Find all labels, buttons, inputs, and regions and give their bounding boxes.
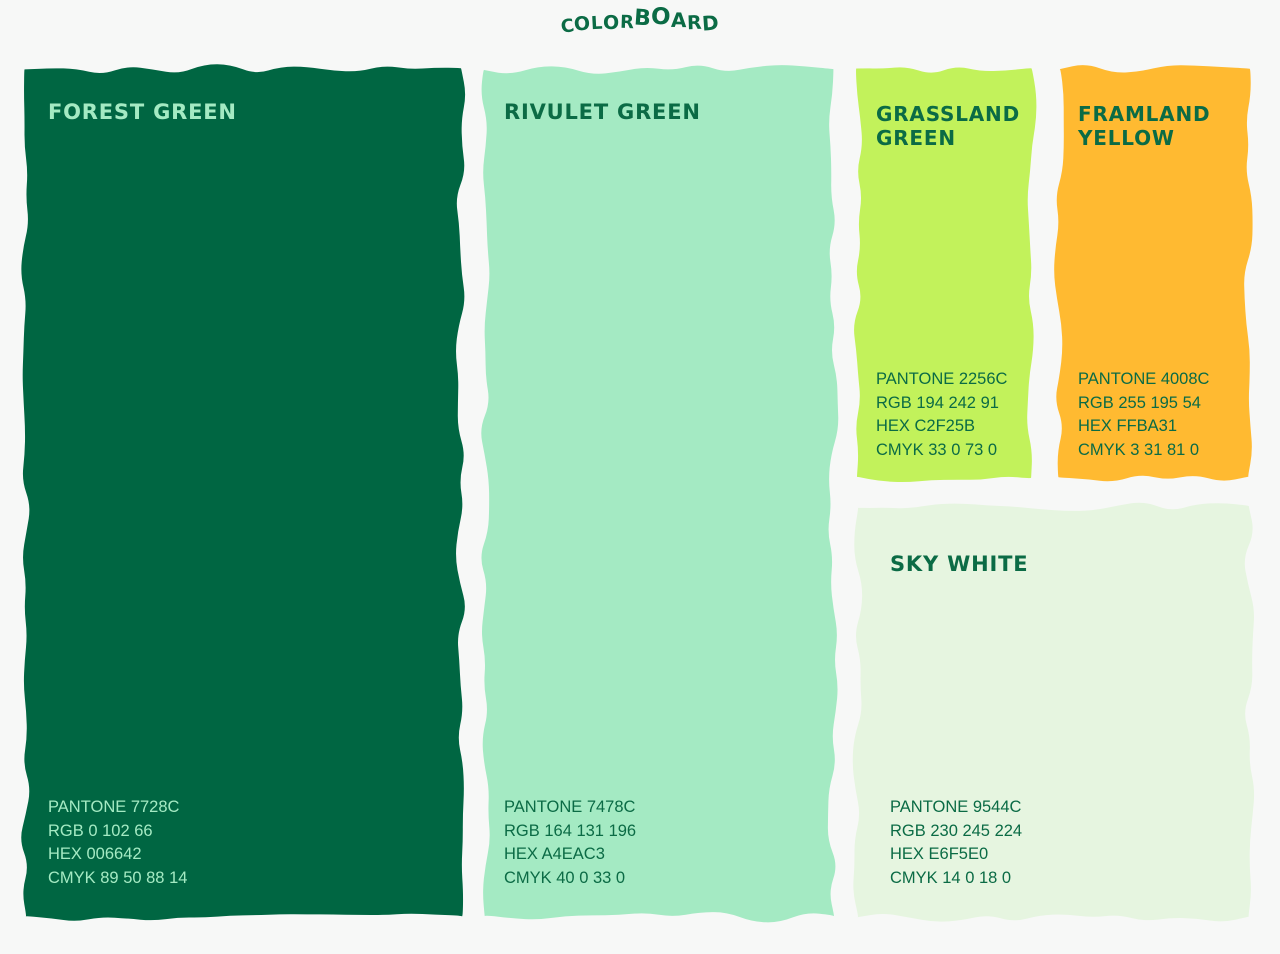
spec-rgb: RGB 0 102 66 [48, 821, 153, 840]
swatch-specs: PANTONE 2256C RGB 194 242 91 HEX C2F25B … [876, 368, 1016, 462]
spec-hex: HEX C2F25B [876, 417, 976, 436]
spec-hex: HEX FFBA31 [1078, 417, 1178, 436]
swatch-fill [1052, 62, 1256, 484]
spec-cmyk: CMYK 14 0 18 0 [890, 868, 1012, 887]
spec-rgb: RGB 164 131 196 [504, 821, 637, 840]
color-swatch-grassland-green[interactable]: GRASSLAND GREEN PANTONE 2256C RGB 194 24… [850, 62, 1038, 484]
spec-pantone: PANTONE 7478C [504, 798, 636, 817]
swatch-name: SKY WHITE [890, 552, 1029, 576]
color-swatch-sky-white[interactable]: SKY WHITE PANTONE 9544C RGB 230 245 224 … [850, 500, 1256, 924]
spec-cmyk: CMYK 3 31 81 0 [1078, 440, 1200, 459]
spec-pantone: PANTONE 4008C [1078, 370, 1210, 389]
swatch-name: FRAMLAND YELLOW [1078, 102, 1211, 151]
swatch-fill [850, 62, 1038, 484]
swatch-specs: PANTONE 9544C RGB 230 245 224 HEX E6F5E0… [890, 796, 1226, 890]
spec-hex: HEX 006642 [48, 845, 142, 864]
spec-cmyk: CMYK 40 0 33 0 [504, 868, 626, 887]
swatch-name: RIVULET GREEN [504, 100, 701, 124]
swatch-specs: PANTONE 4008C RGB 255 195 54 HEX FFBA31 … [1078, 368, 1234, 462]
spec-pantone: PANTONE 9544C [890, 798, 1022, 817]
swatch-specs: PANTONE 7728C RGB 0 102 66 HEX 006642 CM… [48, 796, 438, 890]
color-swatch-forest-green[interactable]: FOREST GREEN PANTONE 7728C RGB 0 102 66 … [18, 62, 468, 924]
swatch-name: FOREST GREEN [48, 100, 237, 124]
spec-cmyk: CMYK 33 0 73 0 [876, 440, 998, 459]
spec-hex: HEX A4EAC3 [504, 845, 605, 864]
spec-hex: HEX E6F5E0 [890, 845, 989, 864]
swatch-fill [18, 62, 468, 924]
spec-rgb: RGB 230 245 224 [890, 821, 1023, 840]
spec-pantone: PANTONE 2256C [876, 370, 1008, 389]
swatch-name: GRASSLAND GREEN [876, 102, 1020, 151]
color-swatch-framland-yellow[interactable]: FRAMLAND YELLOW PANTONE 4008C RGB 255 19… [1052, 62, 1256, 484]
spec-cmyk: CMYK 89 50 88 14 [48, 868, 188, 887]
swatch-fill [850, 500, 1256, 924]
spec-rgb: RGB 194 242 91 [876, 393, 999, 412]
color-swatch-rivulet-green[interactable]: RIVULET GREEN PANTONE 7478C RGB 164 131 … [478, 62, 840, 924]
spec-rgb: RGB 255 195 54 [1078, 393, 1201, 412]
spec-pantone: PANTONE 7728C [48, 798, 180, 817]
swatch-fill [478, 62, 840, 924]
swatch-specs: PANTONE 7478C RGB 164 131 196 HEX A4EAC3… [504, 796, 814, 890]
